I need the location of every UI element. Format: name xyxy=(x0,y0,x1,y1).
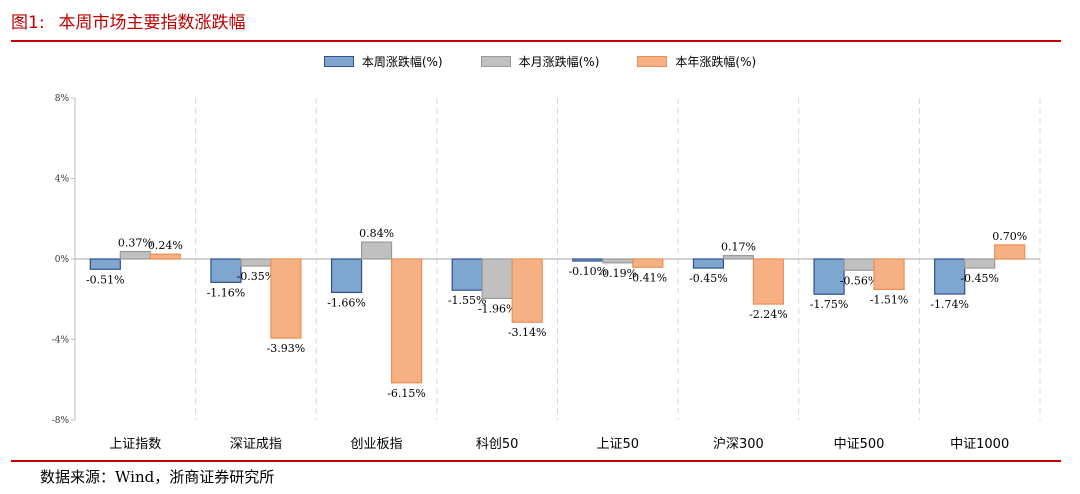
legend-item-year: 本年涨跌幅(%) xyxy=(637,53,756,70)
bar-month xyxy=(722,254,755,260)
legend-swatch-week xyxy=(323,56,354,67)
bar-month xyxy=(119,250,151,260)
x-tick-label: 中证1000 xyxy=(950,437,1009,452)
legend-swatch-month xyxy=(480,56,511,67)
source-note: 数据来源：Wind，浙商证券研究所 xyxy=(40,468,275,486)
data-label-month: -0.35% xyxy=(237,270,276,283)
bar-month xyxy=(602,258,634,264)
data-label-year: 0.24% xyxy=(148,239,183,252)
bar-year xyxy=(390,258,423,384)
data-label-month: -1.96% xyxy=(478,302,517,315)
bar-month xyxy=(964,258,996,269)
data-label-week: -1.75% xyxy=(810,298,849,311)
data-label-month: 0.84% xyxy=(359,227,394,240)
data-label-week: -1.16% xyxy=(207,286,246,299)
x-tick-label: 中证500 xyxy=(834,437,885,452)
bar-year xyxy=(873,258,905,290)
bar-year xyxy=(994,244,1026,260)
legend-swatch-year xyxy=(637,56,668,67)
bar-year xyxy=(149,253,181,260)
legend-item-week: 本周涨跌幅(%) xyxy=(323,53,443,70)
legend-label-year: 本年涨跌幅(%) xyxy=(675,55,757,69)
legend-label-week: 本周涨跌幅(%) xyxy=(361,55,443,69)
data-label-year: -2.24% xyxy=(749,308,788,321)
bar-year xyxy=(752,258,785,305)
bar-year xyxy=(511,258,543,323)
y-tick-label: 0% xyxy=(55,255,70,265)
x-tick-label: 创业板指 xyxy=(351,437,403,452)
bar-year xyxy=(632,258,664,268)
bar-chart: 8% 4% 0% -4% -8% -0.51% 0.37%0.24% 上证指数 -1.16% -0… xyxy=(52,94,1041,452)
bar-month xyxy=(481,258,513,300)
y-tick-label: -4% xyxy=(52,336,70,346)
x-tick-label: 沪深300 xyxy=(713,436,764,452)
bar-week xyxy=(210,258,242,283)
bar-year xyxy=(270,258,302,339)
data-label-month: -0.56% xyxy=(840,274,879,287)
data-label-week: -0.51% xyxy=(86,273,125,286)
data-label-week: -0.10% xyxy=(568,265,607,278)
data-label-year: -3.14% xyxy=(508,326,547,339)
bottom-rule xyxy=(11,460,1061,462)
data-label-week: -0.45% xyxy=(689,272,728,285)
data-label-month: 0.37% xyxy=(118,237,153,250)
figure-title-text: 本周市场主要指数涨跌幅 xyxy=(58,13,246,33)
chart-legend: 本周涨跌幅(%) 本月涨跌幅(%) 本年涨跌幅(%) xyxy=(0,53,1080,70)
bar-month xyxy=(240,258,272,267)
top-rule xyxy=(11,40,1061,42)
data-label-year: -1.51% xyxy=(870,293,909,306)
bar-week xyxy=(89,258,121,270)
data-label-week: -1.55% xyxy=(448,294,487,307)
bar-week xyxy=(451,258,483,291)
legend-item-month: 本月涨跌幅(%) xyxy=(480,53,600,70)
bar-month xyxy=(843,258,875,271)
bar-week xyxy=(934,258,966,295)
bar-month xyxy=(360,241,393,260)
x-tick-label: 上证50 xyxy=(597,437,640,452)
y-tick-label: 8% xyxy=(55,94,70,104)
x-tick-label: 科创50 xyxy=(476,437,519,452)
bar-week xyxy=(330,258,363,294)
legend-label-month: 本月涨跌幅(%) xyxy=(518,55,600,69)
figure-number: 图1: xyxy=(11,13,45,33)
data-label-week: -1.74% xyxy=(930,298,969,311)
y-tick-label: 4% xyxy=(55,175,70,185)
data-label-year: -0.41% xyxy=(628,271,667,284)
data-label-year: 0.70% xyxy=(992,230,1027,243)
data-label-year: -3.93% xyxy=(267,342,306,355)
bar-week xyxy=(572,258,604,262)
data-label-week: -1.66% xyxy=(327,296,366,309)
data-label-month: -0.45% xyxy=(960,272,999,285)
data-label-month: 0.17% xyxy=(721,241,756,254)
x-tick-label: 上证指数 xyxy=(109,437,161,452)
bar-week xyxy=(813,258,845,295)
data-label-year: -6.15% xyxy=(387,387,426,400)
x-tick-label: 深证成指 xyxy=(230,437,282,452)
bar-week xyxy=(692,258,725,269)
y-tick-label: -8% xyxy=(52,416,70,426)
data-label-month: -0.19% xyxy=(598,267,637,280)
figure-title: 图1: 本周市场主要指数涨跌幅 xyxy=(11,8,246,33)
